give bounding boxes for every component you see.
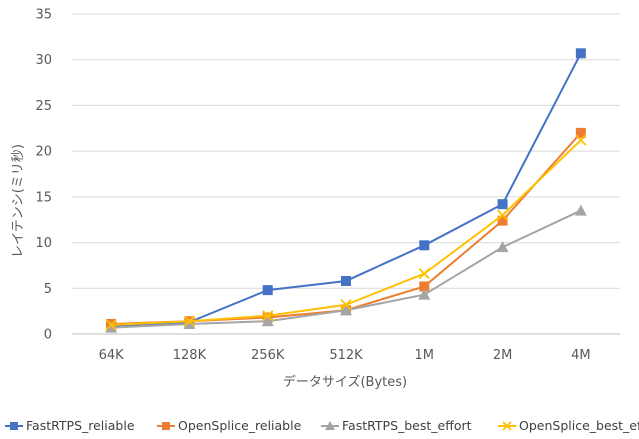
legend-item: OpenSplice_reliable <box>157 418 302 433</box>
y-tick-labels: 0 5 10 15 20 25 30 35 <box>35 8 52 343</box>
x-tick-label: 128K <box>173 348 207 363</box>
data-point <box>575 48 586 59</box>
x-axis-title: データサイズ(Bytes) <box>283 374 407 390</box>
series-layer <box>105 48 587 333</box>
legend: FastRTPS_reliable OpenSplice_reliable Fast… <box>5 418 639 433</box>
data-point <box>418 268 430 280</box>
data-point <box>497 199 508 210</box>
data-point <box>183 315 196 327</box>
data-point <box>419 281 430 292</box>
data-point <box>105 319 117 331</box>
data-point <box>341 275 351 286</box>
x-tick-label: 2M <box>493 348 513 363</box>
data-point <box>162 422 170 430</box>
data-point <box>262 285 273 296</box>
data-point <box>496 241 509 253</box>
x-tick-label: 256K <box>251 348 285 363</box>
y-tick-label: 35 <box>35 8 52 23</box>
series-FastRTPS_best_effort <box>105 204 587 333</box>
data-point <box>105 321 118 333</box>
y-axis-title: レイテンシ(ミリ秒) <box>11 144 26 258</box>
y-tick-label: 25 <box>35 99 52 114</box>
data-point <box>325 421 335 430</box>
data-point <box>497 215 508 226</box>
x-tick-label: 4M <box>571 348 591 363</box>
series-OpenSplice_best_effort <box>105 134 587 331</box>
legend-item: FastRTPS_reliable <box>5 418 135 433</box>
x-tick-label: 512K <box>329 348 363 363</box>
legend-label: OpenSplice_best_effort <box>519 418 639 433</box>
data-point <box>502 421 512 431</box>
legend-label: FastRTPS_reliable <box>26 418 135 433</box>
legend-item: OpenSplice_best_effort <box>498 418 639 433</box>
x-tick-label: 1M <box>415 348 435 363</box>
y-tick-label: 10 <box>35 236 52 251</box>
y-tick-label: 20 <box>35 145 52 160</box>
data-point <box>183 317 196 329</box>
data-point <box>261 315 274 327</box>
data-point <box>496 209 509 221</box>
data-point <box>418 288 431 300</box>
y-tick-label: 15 <box>35 190 52 205</box>
data-point <box>575 127 586 138</box>
y-tick-label: 5 <box>44 282 52 297</box>
data-point <box>10 422 18 430</box>
grid-lines <box>72 13 620 335</box>
data-point <box>574 204 587 216</box>
series-line <box>111 132 582 325</box>
series-line <box>111 139 582 326</box>
data-point <box>262 310 274 322</box>
data-point <box>419 240 430 251</box>
x-tick-label: 64K <box>99 348 125 363</box>
data-point <box>575 134 587 146</box>
x-tick-labels: 64K 128K 256K 512K 1M 2M 4M <box>99 348 591 363</box>
y-tick-label: 30 <box>35 53 52 68</box>
data-point <box>340 304 352 316</box>
series-OpenSplice_reliable <box>106 127 586 329</box>
y-tick-label: 0 <box>44 328 52 343</box>
legend-item: FastRTPS_best_effort <box>321 418 472 433</box>
data-point <box>340 299 352 311</box>
legend-label: OpenSplice_reliable <box>178 418 302 433</box>
legend-label: FastRTPS_best_effort <box>342 418 472 433</box>
